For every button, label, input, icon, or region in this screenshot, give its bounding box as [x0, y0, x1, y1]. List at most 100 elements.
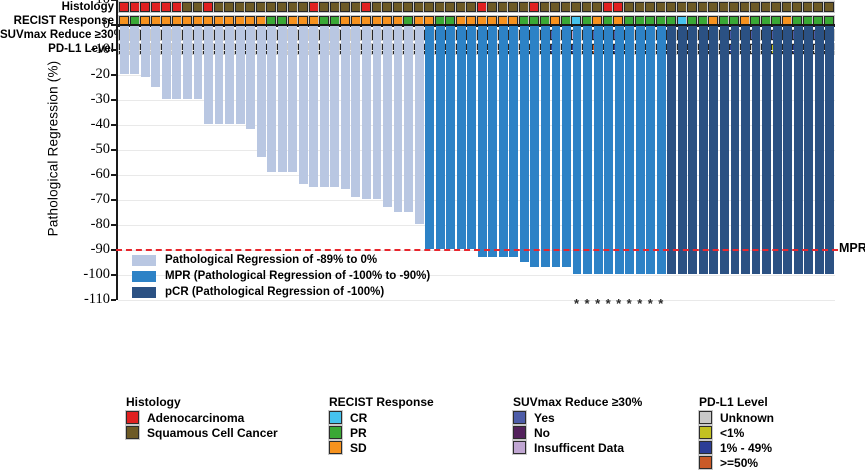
gridline [118, 75, 835, 76]
y-tick [111, 74, 116, 76]
histology-swatch [466, 2, 477, 12]
histology-swatch [645, 2, 656, 12]
patient-bar [319, 26, 329, 187]
patient-bar [309, 26, 319, 187]
patient-bar [583, 26, 593, 274]
track-cell [760, 0, 771, 14]
y-tick-label: -40 [90, 116, 110, 132]
histology-swatch [497, 2, 508, 12]
track-cell [613, 0, 624, 14]
track-cell [666, 0, 677, 14]
patient-bar [488, 26, 498, 257]
gridline [118, 200, 835, 201]
track-cell [771, 0, 782, 14]
legend-color-swatch [699, 411, 712, 424]
histology-swatch [750, 2, 761, 12]
track-cell [823, 0, 835, 14]
patient-bar [551, 26, 561, 267]
track-cell [476, 0, 488, 14]
histology-swatch [455, 2, 466, 12]
histology-swatch [781, 2, 792, 12]
track-cell [592, 0, 603, 14]
y-tick-label: 10 [68, 0, 111, 8]
track-cell [529, 0, 540, 14]
significance-asterisk: * [637, 296, 643, 311]
track-cell [750, 0, 761, 14]
track-cell [392, 0, 403, 14]
legend-color-swatch [513, 426, 526, 439]
patient-bar [688, 26, 698, 274]
patient-bar [193, 26, 203, 99]
histology-swatch [760, 2, 771, 12]
y-tick-label: -20 [90, 66, 110, 82]
histology-swatch [802, 2, 813, 12]
track-cell [602, 0, 614, 14]
legend-item-label: SD [350, 440, 367, 455]
legend-item-label: Unknown [720, 410, 774, 425]
legend-group-title: SUVmax Reduce ≥30% [513, 395, 643, 409]
track-cell [581, 0, 593, 14]
gridline [118, 175, 835, 176]
patient-bar [751, 26, 761, 274]
bar-legend-label: pCR (Pathological Regression of -100%) [165, 286, 385, 298]
track-cell [361, 0, 372, 14]
legend-item-label: Yes [534, 410, 555, 425]
patient-bar [330, 26, 340, 187]
histology-swatch [234, 2, 245, 12]
track-cell [697, 0, 708, 14]
track-cell [655, 0, 666, 14]
legend-color-swatch [126, 411, 139, 424]
mpr-threshold-line [116, 249, 838, 251]
significance-asterisk: * [605, 296, 611, 311]
significance-asterisk: * [616, 296, 622, 311]
histology-swatch [571, 2, 582, 12]
histology-swatch [539, 2, 550, 12]
histology-swatch [255, 2, 266, 12]
histology-swatch [560, 2, 571, 12]
bars-layer [119, 0, 835, 300]
track-cell [413, 0, 424, 14]
patient-bar [225, 26, 235, 124]
patient-bar [361, 26, 371, 199]
track-label-suvmax: SUVmax Reduce ≥30% [0, 29, 124, 41]
track-cell [676, 0, 687, 14]
track-cell [119, 0, 130, 14]
patient-bar [288, 26, 298, 172]
track-cell [329, 0, 340, 14]
histology-swatch [224, 2, 235, 12]
histology-swatch [518, 2, 529, 12]
legend-item: No [513, 425, 642, 440]
significance-asterisk: * [584, 296, 590, 311]
legend-item-label: Adenocarcinoma [147, 410, 245, 425]
patient-bar [246, 26, 256, 129]
track-cell [445, 0, 456, 14]
histology-swatch [508, 2, 519, 12]
y-tick [111, 224, 116, 226]
y-tick [111, 274, 116, 276]
significance-asterisk: * [595, 296, 601, 311]
histology-swatch [350, 2, 361, 12]
patient-bar [741, 26, 750, 274]
histology-swatch [192, 2, 203, 12]
patient-bar [772, 26, 782, 274]
track-cell [424, 0, 435, 14]
histology-swatch [487, 2, 498, 12]
track-cell [403, 0, 414, 14]
legend-color-swatch [329, 426, 342, 439]
track-cell [308, 0, 319, 14]
patient-bar [698, 26, 708, 274]
histology-swatch [319, 2, 330, 12]
y-tick [111, 49, 116, 51]
histology-swatch [676, 2, 687, 12]
patient-bar [677, 26, 687, 274]
y-tick-label: -50 [90, 141, 110, 157]
track-cell [224, 0, 235, 14]
histology-swatch [813, 2, 824, 12]
track-cell [340, 0, 351, 14]
patient-bar [477, 26, 487, 257]
y-tick-label: -70 [90, 191, 110, 207]
histology-swatch [697, 2, 708, 12]
histology-swatch [140, 2, 151, 12]
histology-swatch [308, 2, 319, 12]
histology-swatch [245, 2, 256, 12]
